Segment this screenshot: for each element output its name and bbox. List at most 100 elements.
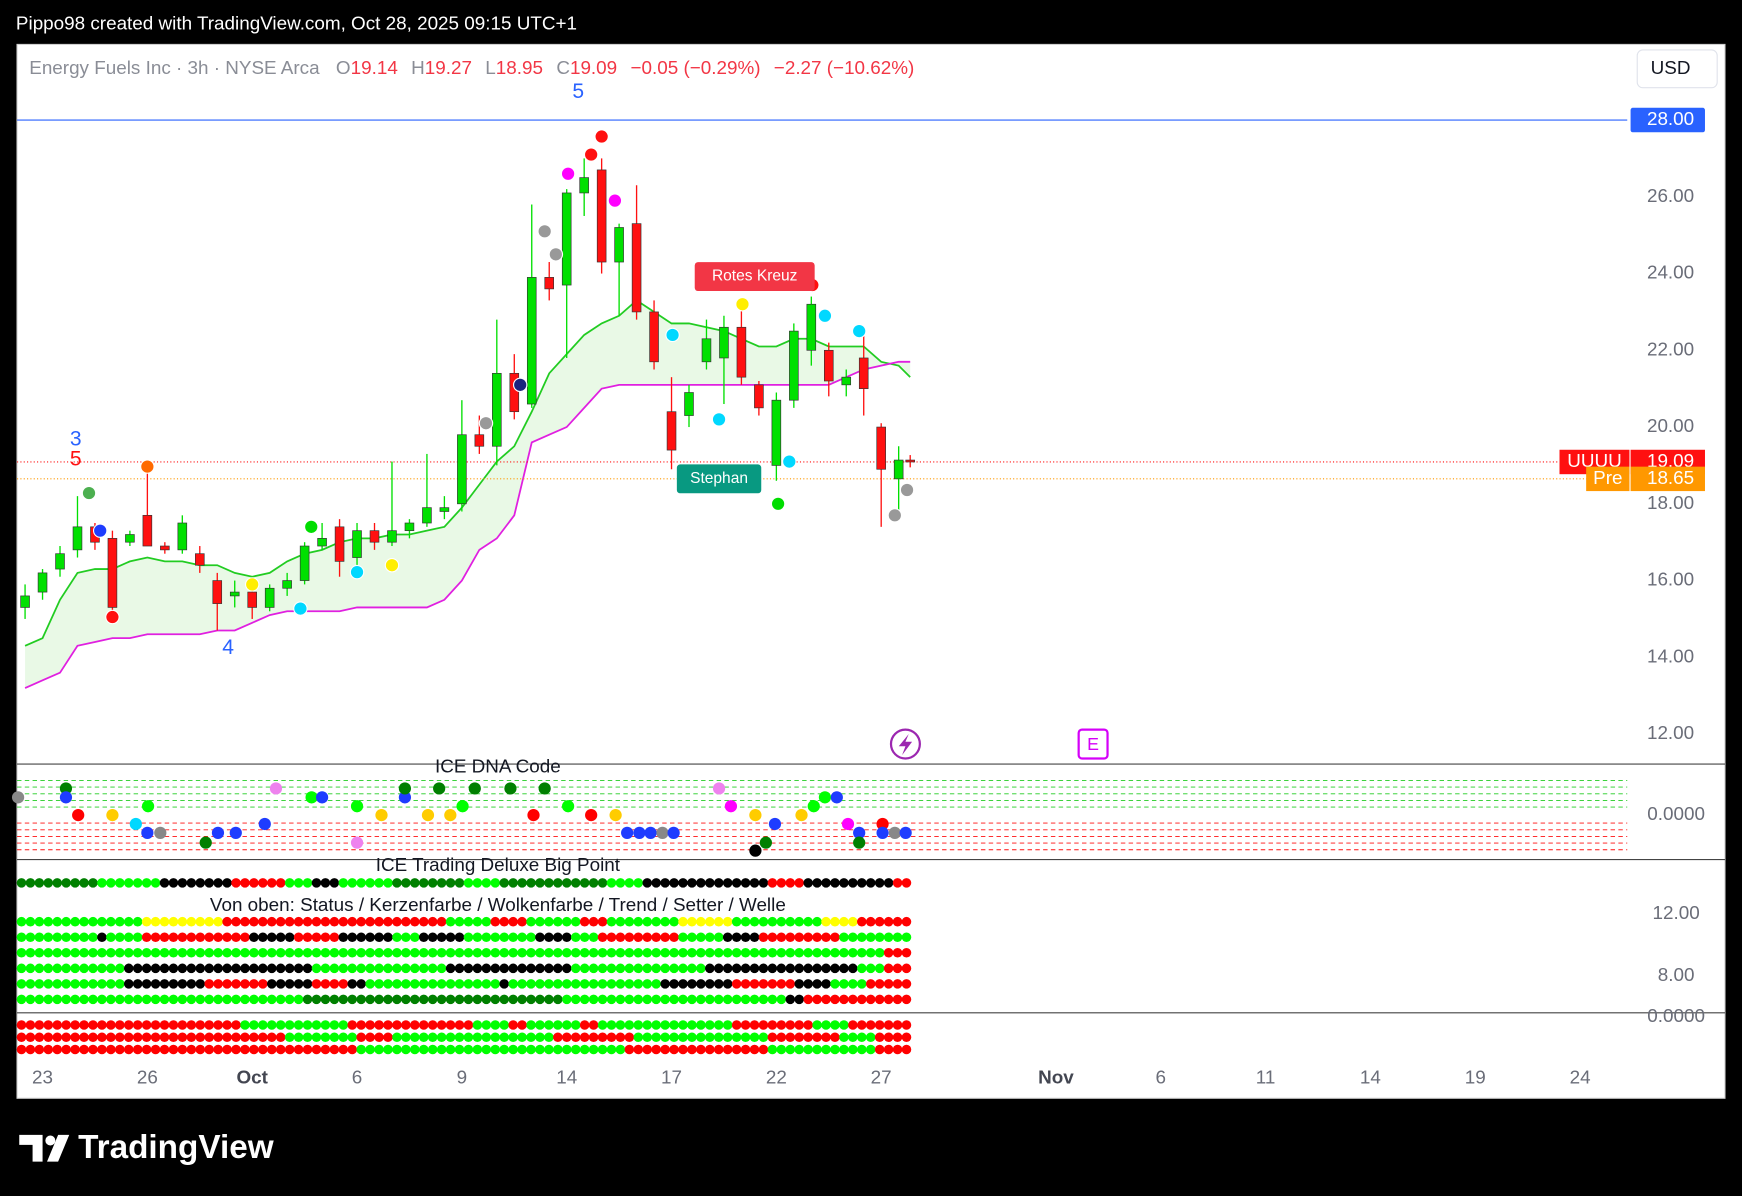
status-dot	[722, 948, 733, 958]
status-dot	[454, 963, 465, 974]
status-dot	[195, 1032, 206, 1043]
status-dot	[195, 963, 206, 974]
status-dot	[204, 1032, 214, 1043]
status-dot	[624, 878, 635, 888]
legend-value: 19.14	[351, 57, 398, 78]
status-dot	[365, 1032, 375, 1043]
status-dot	[597, 916, 608, 927]
status-dot	[597, 1020, 608, 1030]
status-dot	[794, 1044, 804, 1055]
status-dot	[392, 948, 402, 958]
signal-label: Stephan	[690, 470, 748, 487]
status-dot	[839, 916, 849, 927]
status-dot	[106, 963, 116, 974]
status-dot	[562, 916, 572, 927]
legend-key: C	[556, 57, 570, 78]
status-dot	[329, 1044, 340, 1055]
status-dot	[132, 979, 143, 989]
status-dot	[758, 948, 769, 958]
status-dot	[43, 1020, 54, 1030]
status-dot	[803, 963, 813, 974]
status-dot	[660, 878, 670, 888]
status-dot	[579, 1044, 590, 1055]
status-dot	[490, 948, 501, 958]
status-dot	[892, 1020, 903, 1030]
status-dot	[70, 932, 80, 943]
status-dot	[651, 1020, 661, 1030]
status-dot	[687, 932, 697, 943]
status-dot	[803, 948, 813, 958]
status-dot	[696, 994, 706, 1005]
status-dot	[52, 979, 63, 989]
status-dot	[410, 948, 420, 958]
status-dot	[562, 1044, 572, 1055]
status-dot	[722, 1032, 733, 1043]
status-dot	[43, 1032, 54, 1043]
status-dot	[749, 1020, 760, 1030]
status-dot	[624, 948, 635, 958]
status-dot	[839, 994, 849, 1005]
status-dot	[141, 994, 152, 1005]
status-dot	[249, 878, 259, 888]
signal-marker	[537, 224, 552, 239]
status-dot	[848, 932, 858, 943]
status-dot	[231, 1032, 241, 1043]
status-dot	[177, 932, 188, 943]
status-dot	[249, 1044, 259, 1055]
currency[interactable]: USD	[1651, 57, 1691, 78]
status-dot	[901, 916, 912, 927]
status-dot	[722, 916, 733, 927]
status-dot	[731, 979, 742, 989]
x-tick-label: 14	[1360, 1066, 1381, 1087]
status-dot	[293, 932, 304, 943]
status-dot	[508, 979, 518, 989]
status-dot	[597, 932, 608, 943]
status-dot	[839, 1032, 849, 1043]
status-dot	[883, 1032, 894, 1043]
earnings-badge[interactable]	[1077, 728, 1109, 760]
status-dot	[240, 963, 250, 974]
status-dot	[97, 1032, 107, 1043]
status-dot	[731, 916, 742, 927]
status-dot	[713, 916, 724, 927]
status-dot	[454, 1032, 465, 1043]
status-dot	[633, 916, 644, 927]
status-dot	[240, 979, 250, 989]
status-dot	[740, 916, 751, 927]
status-dot	[43, 916, 54, 927]
candle-body	[684, 392, 694, 416]
status-dot	[338, 878, 349, 888]
status-dot	[696, 1032, 706, 1043]
status-dot	[865, 979, 876, 989]
status-dot	[749, 979, 760, 989]
status-dot	[267, 878, 277, 888]
status-dot	[901, 979, 912, 989]
status-dot	[392, 1032, 402, 1043]
status-dot	[445, 963, 456, 974]
signal-marker	[548, 247, 564, 262]
signal-marker	[349, 564, 365, 580]
status-dot	[123, 916, 134, 927]
status-dot	[177, 1032, 188, 1043]
status-dot	[249, 979, 259, 989]
status-dot	[52, 1032, 63, 1043]
status-dot	[427, 963, 438, 974]
currency-button[interactable]	[1636, 49, 1718, 89]
status-dot	[177, 948, 188, 958]
status-dot	[454, 916, 465, 927]
status-dot	[839, 1044, 849, 1055]
status-dot	[651, 979, 661, 989]
status-dot	[517, 878, 527, 888]
status-dot	[767, 1020, 778, 1030]
status-dot	[606, 878, 617, 888]
status-dot	[123, 1020, 134, 1030]
status-dot	[731, 963, 742, 974]
status-dot	[776, 932, 787, 943]
dna-dot	[72, 808, 85, 822]
candle-body	[789, 330, 799, 401]
status-dot	[705, 1044, 715, 1055]
earnings-label[interactable]: E	[1087, 734, 1099, 754]
status-dot	[848, 1044, 858, 1055]
status-dot	[302, 963, 313, 974]
status-dot	[535, 1044, 545, 1055]
